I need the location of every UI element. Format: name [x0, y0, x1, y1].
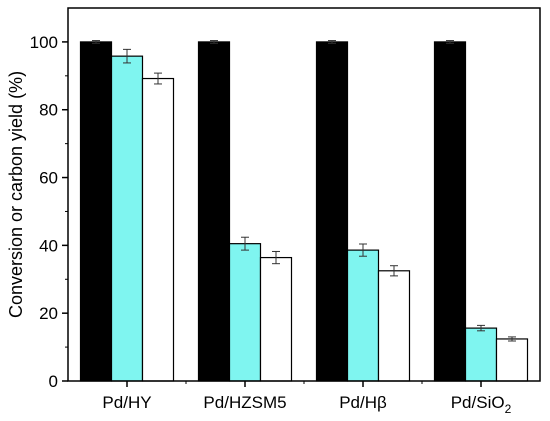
y-tick-label: 20 — [39, 304, 58, 323]
x-axis: Pd/HY Pd/HZSM5 Pd/Hβ Pd/SiO2 — [102, 381, 512, 416]
bar — [79, 41, 113, 382]
y-axis: 0 20 40 60 80 100 — [30, 33, 68, 391]
bars-layer — [79, 41, 529, 382]
bar — [197, 41, 231, 382]
x-tick-label: Pd/HZSM5 — [203, 393, 286, 412]
x-tick-label: Pd/HY — [102, 393, 151, 412]
y-axis-label: Conversion or carbon yield (%) — [6, 71, 26, 318]
bar — [110, 55, 144, 382]
bar — [495, 338, 529, 382]
y-tick-label: 0 — [49, 372, 58, 391]
error-bars-layer — [92, 40, 516, 342]
y-tick-label: 60 — [39, 169, 58, 188]
y-tick-label: 40 — [39, 236, 58, 255]
bar — [228, 243, 262, 382]
x-tick-label: Pd/SiO2 — [451, 393, 512, 416]
bar — [464, 327, 498, 382]
x-tick-label: Pd/Hβ — [339, 393, 387, 412]
bar — [315, 41, 349, 382]
bar — [433, 41, 467, 382]
y-tick-label: 100 — [30, 33, 58, 52]
bar — [141, 77, 175, 382]
bar — [346, 249, 380, 382]
y-tick-label: 80 — [39, 101, 58, 120]
bar — [377, 270, 411, 382]
bar — [259, 256, 293, 382]
